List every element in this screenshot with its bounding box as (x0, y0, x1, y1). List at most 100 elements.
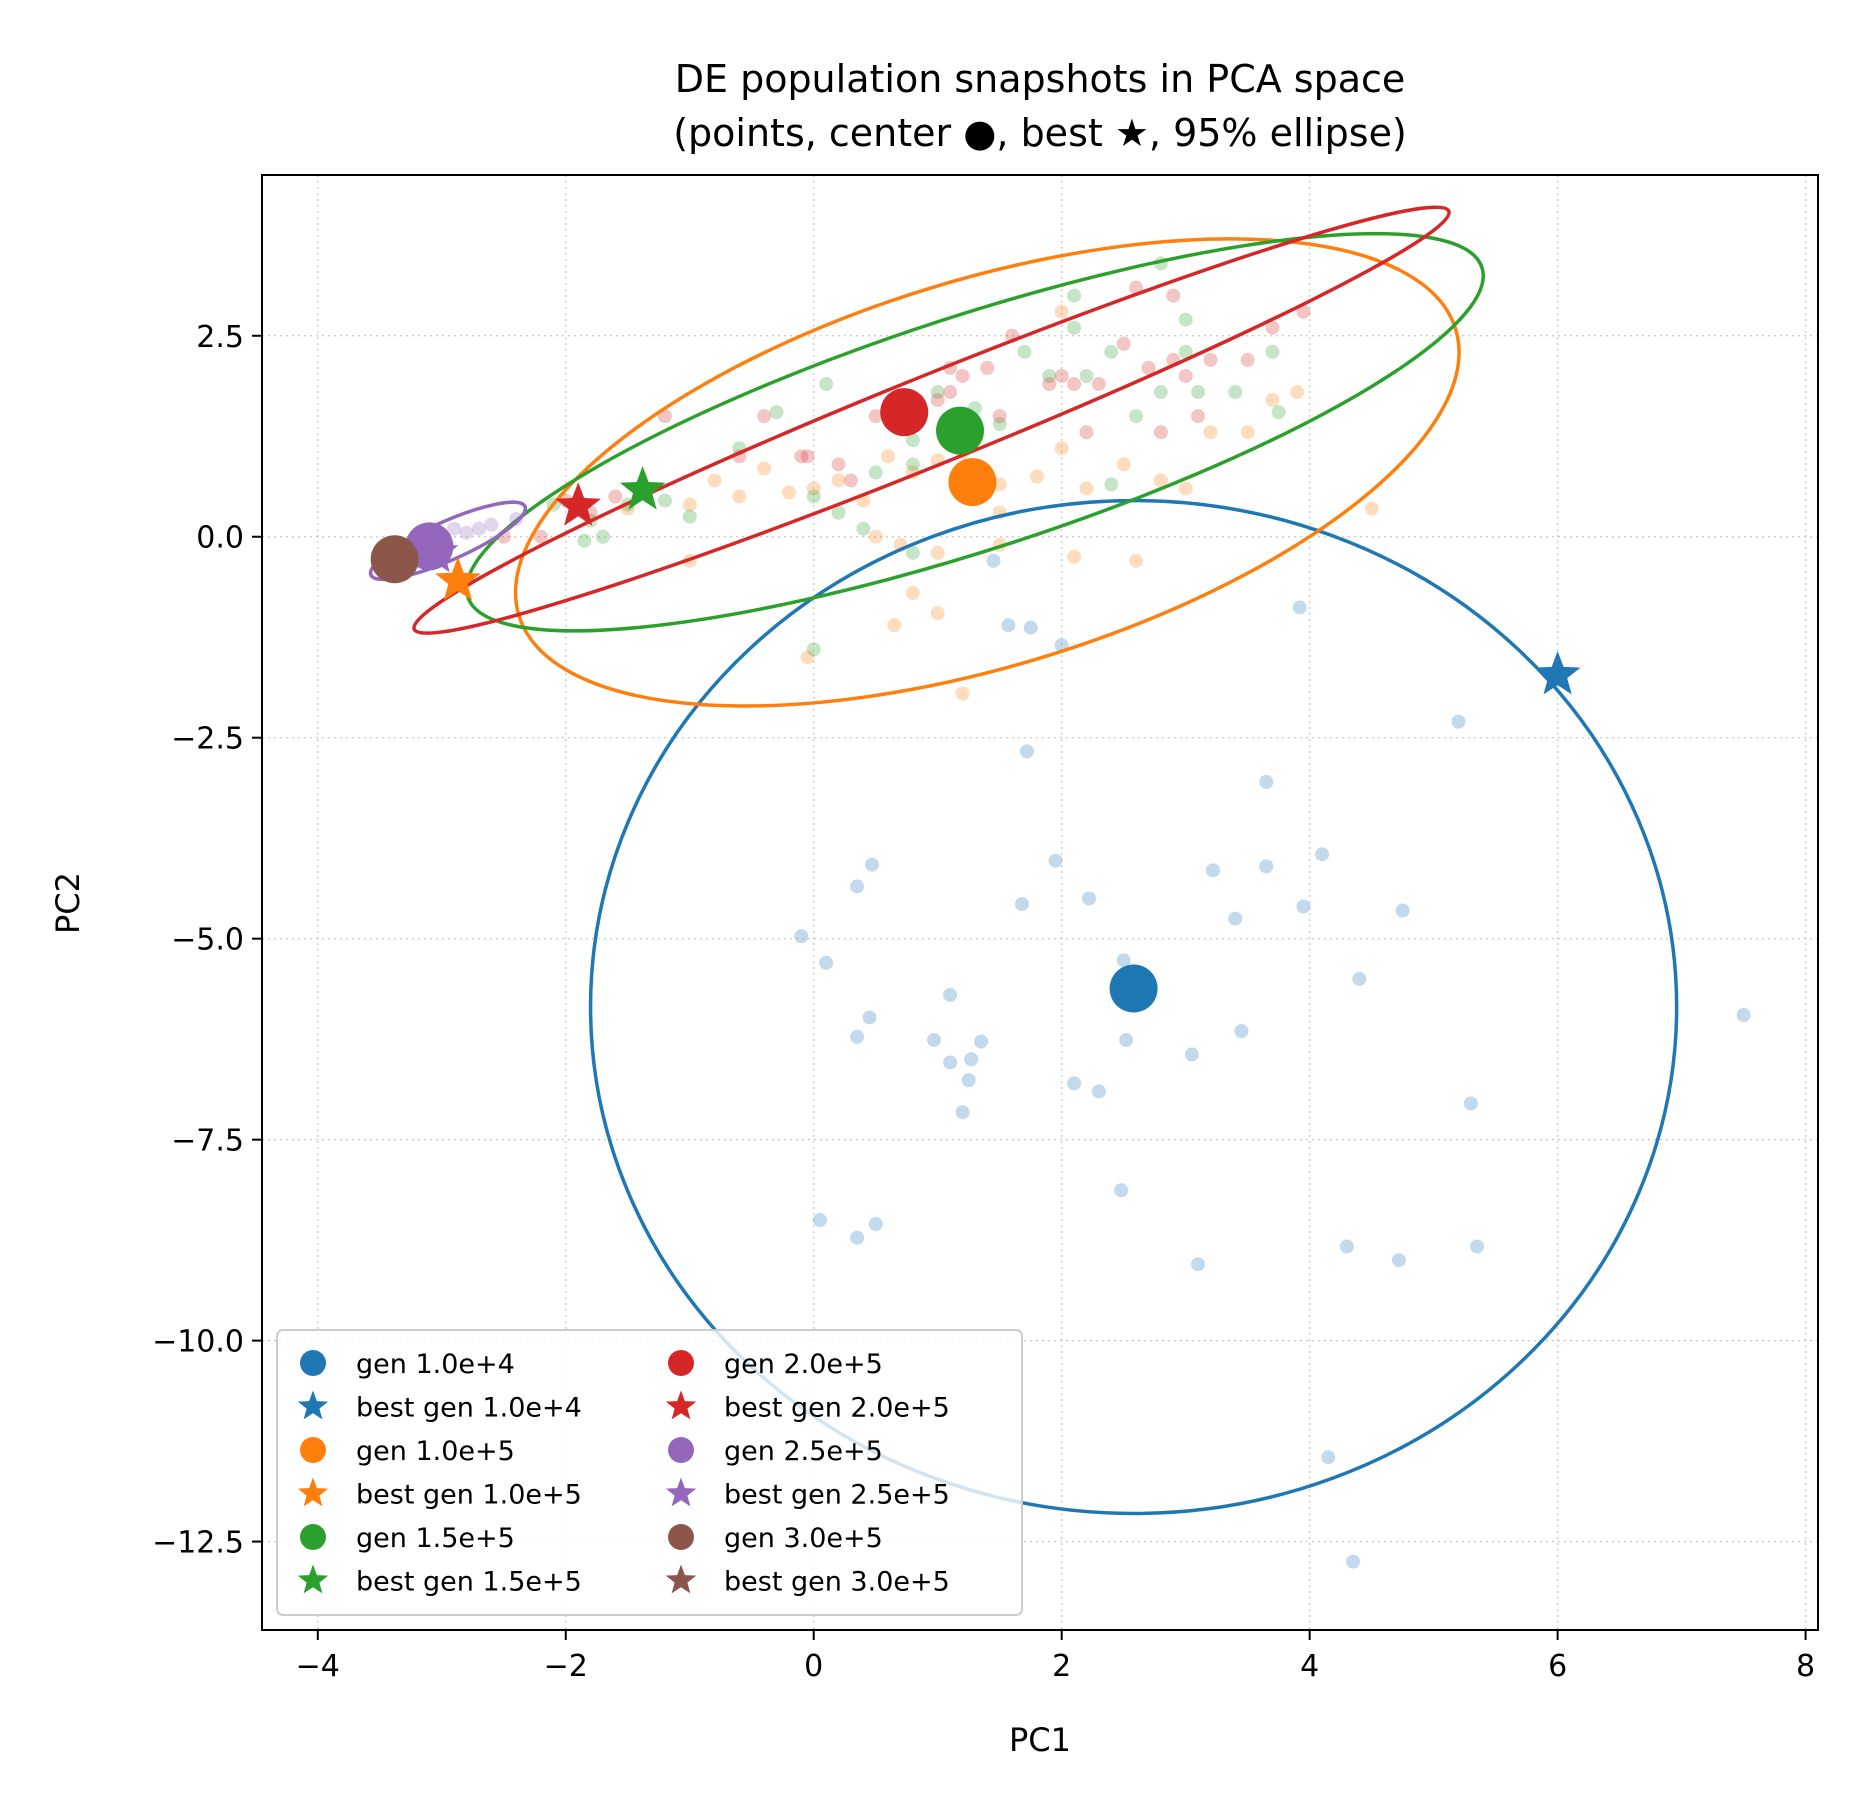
population-point (905, 457, 920, 472)
population-point (1019, 744, 1034, 759)
population-point (1104, 477, 1119, 492)
population-point (1178, 312, 1193, 327)
population-point (471, 521, 486, 536)
best-marker (555, 482, 601, 526)
population-point (865, 857, 880, 872)
x-tick-label: 6 (1548, 1649, 1567, 1684)
population-point (1296, 304, 1311, 319)
population-point (1048, 853, 1063, 868)
population-point (905, 586, 920, 601)
best-marker (435, 557, 481, 601)
legend-center-marker (668, 1350, 694, 1376)
population-point (1042, 368, 1057, 383)
legend: gen 1.0e+4 best gen 1.0e+4 gen 1.0e+5 best … (276, 1329, 1023, 1616)
legend-center-marker (668, 1437, 694, 1463)
legend-center-marker (668, 1524, 694, 1550)
confidence-ellipses (368, 205, 1679, 1516)
population-point (1054, 368, 1069, 383)
center-marker (936, 406, 985, 455)
population-point (986, 553, 1001, 568)
population-point (1001, 618, 1016, 633)
population-point (856, 521, 871, 536)
population-point (1023, 620, 1038, 635)
population-point (955, 368, 970, 383)
population-point (1470, 1239, 1485, 1254)
population-point (1079, 481, 1094, 496)
population-point (1153, 425, 1168, 440)
population-point (1079, 425, 1094, 440)
population-point (964, 1052, 979, 1067)
x-tick-label: 8 (1796, 1649, 1815, 1684)
population-point (657, 409, 672, 424)
population-point (1395, 903, 1410, 918)
population-point (1290, 385, 1305, 400)
population-point (1315, 847, 1330, 862)
x-tick-label: −4 (296, 1649, 340, 1684)
population-point (812, 1213, 827, 1228)
legend-best-marker (665, 1564, 697, 1594)
population-point (868, 529, 883, 544)
population-point (1166, 288, 1181, 303)
legend-label: gen 1.0e+5 (356, 1436, 515, 1467)
population-point (484, 517, 499, 532)
x-tick-label: 4 (1300, 1649, 1319, 1684)
best-marker (412, 528, 459, 573)
population-point (1054, 304, 1069, 319)
ellipse-95 (412, 205, 1451, 635)
population-point (1352, 971, 1367, 986)
chart-title: DE population snapshots in PCA space (675, 57, 1406, 101)
legend-best-marker (297, 1390, 329, 1420)
legend-best-marker (665, 1390, 697, 1420)
population-point (881, 449, 896, 464)
y-tick-label: −10.0 (152, 1325, 244, 1360)
population-point (732, 489, 747, 504)
x-tick-label: 0 (804, 1649, 823, 1684)
population-point (595, 529, 610, 544)
population-point (905, 433, 920, 448)
population-point (1116, 457, 1131, 472)
population-point (850, 1029, 865, 1044)
population-point (819, 955, 834, 970)
population-point (1129, 409, 1144, 424)
population-point (843, 473, 858, 488)
population-point (657, 493, 672, 508)
population-point (1265, 393, 1280, 408)
population-point (819, 377, 834, 392)
population-point (800, 650, 815, 665)
population-point (1203, 425, 1218, 440)
population-point (1265, 320, 1280, 335)
population-point (1091, 377, 1106, 392)
population-point (1228, 911, 1243, 926)
legend-label: best gen 1.5e+5 (356, 1567, 582, 1598)
population-point (1129, 280, 1144, 295)
population-point (1240, 352, 1255, 367)
chart-subtitle: (points, center ●, best ★, 95% ellipse) (673, 111, 1407, 155)
population-point (682, 509, 697, 524)
legend-best-marker (297, 1477, 329, 1507)
population-point (1067, 320, 1082, 335)
population-point (1116, 953, 1131, 968)
best-marker (619, 466, 666, 510)
population-point (831, 473, 846, 488)
population-point (1079, 368, 1094, 383)
population-point (1203, 352, 1218, 367)
population-point (1119, 1032, 1134, 1047)
population-points (385, 256, 1751, 1569)
population-point (1265, 344, 1280, 359)
legend-box (276, 1329, 1023, 1616)
plot-data (368, 205, 1751, 1569)
population-point (887, 618, 902, 633)
center-marker (948, 458, 997, 507)
population-point (992, 409, 1007, 424)
y-tick-label: −2.5 (171, 722, 244, 757)
population-point (1234, 1024, 1249, 1039)
population-point (1141, 360, 1156, 375)
population-point (850, 879, 865, 894)
population-point (1228, 385, 1243, 400)
population-point (1364, 501, 1379, 516)
population-point (992, 417, 1007, 432)
legend-label: gen 1.0e+4 (356, 1349, 515, 1380)
population-point (1091, 1084, 1106, 1099)
population-point (1178, 481, 1193, 496)
legend-center-marker (300, 1350, 326, 1376)
